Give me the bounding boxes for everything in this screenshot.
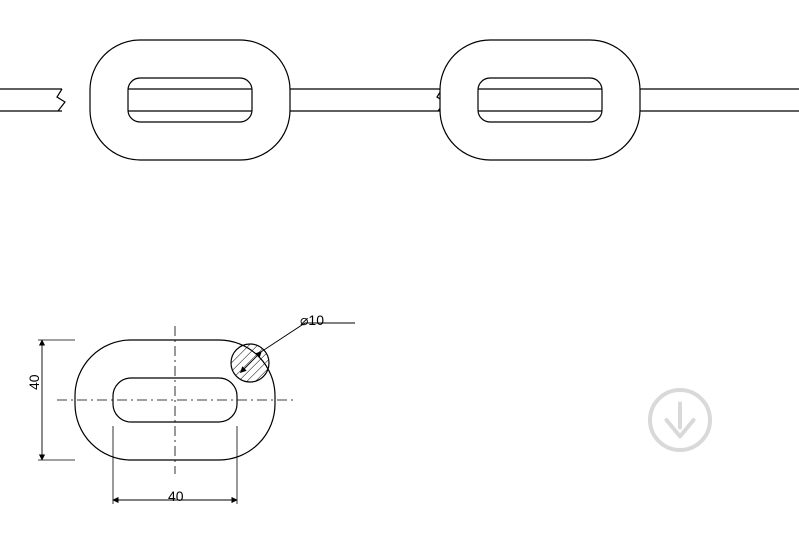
dim-height-label: 40 <box>26 374 42 390</box>
chain-link-face <box>90 40 290 160</box>
dim-diameter-label: ⌀10 <box>300 312 324 329</box>
connector-link-edge <box>0 89 65 111</box>
dim-width-label: 40 <box>168 488 184 504</box>
technical-drawing <box>0 0 799 535</box>
single-link-detail <box>38 323 355 504</box>
watermark <box>650 390 710 450</box>
chain-link-face <box>440 40 640 160</box>
